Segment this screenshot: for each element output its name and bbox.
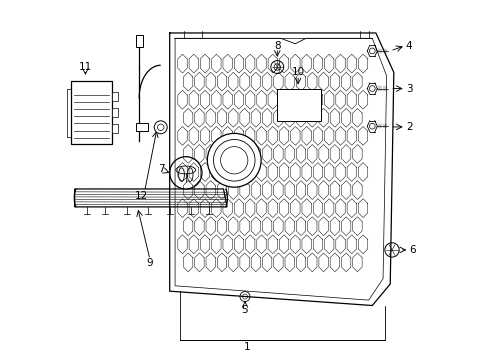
Text: 11: 11 — [79, 62, 92, 72]
Circle shape — [207, 134, 261, 187]
Circle shape — [385, 243, 399, 257]
Text: 6: 6 — [410, 245, 416, 255]
Text: 10: 10 — [292, 67, 305, 77]
Bar — [112, 108, 118, 117]
Circle shape — [170, 157, 202, 189]
Circle shape — [240, 292, 250, 302]
Text: 4: 4 — [406, 41, 413, 50]
Circle shape — [154, 121, 167, 134]
Text: 3: 3 — [406, 84, 413, 94]
Bar — [71, 81, 112, 144]
Text: 2: 2 — [406, 122, 413, 132]
Text: 7: 7 — [158, 164, 165, 174]
Text: 9: 9 — [147, 258, 153, 268]
Polygon shape — [74, 189, 227, 207]
Text: 12: 12 — [134, 191, 147, 201]
Bar — [276, 89, 321, 121]
Bar — [112, 92, 118, 101]
Text: 5: 5 — [242, 305, 248, 315]
Text: 1: 1 — [244, 342, 250, 352]
Bar — [112, 125, 118, 134]
Text: 8: 8 — [274, 41, 281, 50]
Circle shape — [271, 60, 284, 73]
Bar — [136, 35, 143, 47]
Bar — [136, 123, 148, 131]
